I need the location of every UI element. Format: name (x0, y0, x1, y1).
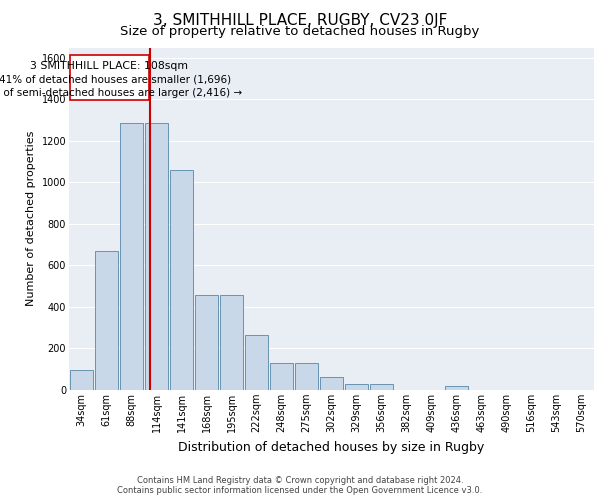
Text: 3, SMITHHILL PLACE, RUGBY, CV23 0JF: 3, SMITHHILL PLACE, RUGBY, CV23 0JF (153, 12, 447, 28)
Text: 3 SMITHHILL PLACE: 108sqm: 3 SMITHHILL PLACE: 108sqm (30, 60, 188, 70)
Y-axis label: Number of detached properties: Number of detached properties (26, 131, 36, 306)
Text: Contains HM Land Registry data © Crown copyright and database right 2024.
Contai: Contains HM Land Registry data © Crown c… (118, 476, 482, 495)
Bar (145, 124, 169, 390)
Text: ← 41% of detached houses are smaller (1,696): ← 41% of detached houses are smaller (1,… (0, 74, 231, 84)
Bar (70, 370, 94, 390)
Text: 59% of semi-detached houses are larger (2,416) →: 59% of semi-detached houses are larger (… (0, 88, 242, 98)
Text: Size of property relative to detached houses in Rugby: Size of property relative to detached ho… (121, 25, 479, 38)
Bar (269, 363, 293, 390)
Bar (194, 294, 218, 390)
Bar (344, 384, 368, 390)
Bar (119, 124, 143, 390)
Bar (370, 384, 394, 390)
Bar (245, 335, 268, 390)
Bar (170, 170, 193, 390)
FancyBboxPatch shape (70, 55, 149, 100)
Bar (295, 363, 319, 390)
Bar (320, 376, 343, 390)
Bar (445, 386, 469, 390)
Bar (220, 294, 244, 390)
Bar (95, 251, 118, 390)
X-axis label: Distribution of detached houses by size in Rugby: Distribution of detached houses by size … (178, 440, 485, 454)
